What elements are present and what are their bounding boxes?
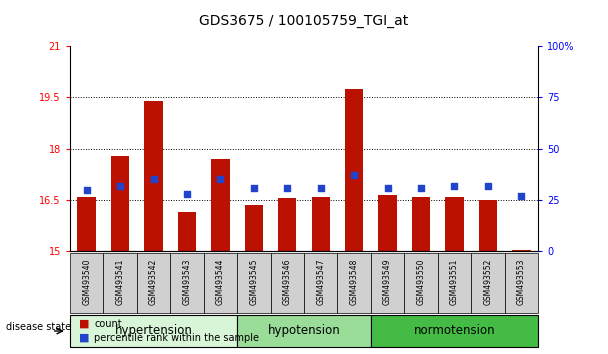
Text: GSM493542: GSM493542 <box>149 259 158 305</box>
Bar <box>77 196 96 251</box>
Text: hypertension: hypertension <box>114 325 193 337</box>
Text: GSM493540: GSM493540 <box>82 259 91 305</box>
Bar <box>512 250 531 251</box>
Bar <box>471 253 505 313</box>
Text: disease state: disease state <box>6 322 71 332</box>
Point <box>115 183 125 188</box>
Text: GSM493545: GSM493545 <box>249 259 258 305</box>
Text: GSM493548: GSM493548 <box>350 259 359 305</box>
Bar <box>345 89 364 251</box>
Text: normotension: normotension <box>413 325 496 337</box>
Bar <box>278 198 297 251</box>
Text: GSM493546: GSM493546 <box>283 259 292 305</box>
Text: GSM493547: GSM493547 <box>316 259 325 305</box>
Bar <box>170 253 204 313</box>
Point <box>316 185 326 190</box>
Text: GSM493549: GSM493549 <box>383 259 392 305</box>
Point <box>182 191 192 197</box>
Text: count: count <box>94 319 122 329</box>
Bar <box>237 253 271 313</box>
Bar <box>311 196 330 251</box>
Point <box>349 172 359 178</box>
Point <box>449 183 460 188</box>
Bar <box>378 195 397 251</box>
Bar <box>244 205 263 251</box>
Bar <box>204 253 237 313</box>
Bar <box>70 253 103 313</box>
Bar <box>404 253 438 313</box>
Bar <box>478 200 497 251</box>
Text: GSM493550: GSM493550 <box>416 259 426 305</box>
Bar <box>337 253 371 313</box>
Bar <box>144 101 163 251</box>
Bar <box>304 253 337 313</box>
Bar <box>137 253 170 313</box>
Bar <box>178 212 196 251</box>
Point <box>383 185 393 190</box>
Bar <box>412 196 430 251</box>
Bar <box>111 155 130 251</box>
Point <box>416 185 426 190</box>
Bar <box>371 253 404 313</box>
Point <box>517 193 527 199</box>
Text: GSM493553: GSM493553 <box>517 259 526 305</box>
Bar <box>438 253 471 313</box>
Point <box>249 185 259 190</box>
Text: GSM493552: GSM493552 <box>483 259 492 305</box>
Text: GDS3675 / 100105759_TGI_at: GDS3675 / 100105759_TGI_at <box>199 14 409 28</box>
Bar <box>445 196 464 251</box>
Text: hypotension: hypotension <box>268 325 340 337</box>
Bar <box>103 253 137 313</box>
Text: GSM493544: GSM493544 <box>216 259 225 305</box>
Bar <box>211 159 230 251</box>
Bar <box>70 315 237 347</box>
Point <box>483 183 493 188</box>
Bar <box>271 253 304 313</box>
Bar <box>371 315 538 347</box>
Point <box>148 177 158 182</box>
Text: GSM493551: GSM493551 <box>450 259 459 305</box>
Text: ■: ■ <box>79 333 89 343</box>
Point <box>215 177 225 182</box>
Point <box>81 187 91 193</box>
Text: GSM493541: GSM493541 <box>116 259 125 305</box>
Text: GSM493543: GSM493543 <box>182 259 192 305</box>
Text: percentile rank within the sample: percentile rank within the sample <box>94 333 259 343</box>
Bar <box>505 253 538 313</box>
Bar <box>237 315 371 347</box>
Text: ■: ■ <box>79 319 89 329</box>
Point <box>282 185 292 190</box>
